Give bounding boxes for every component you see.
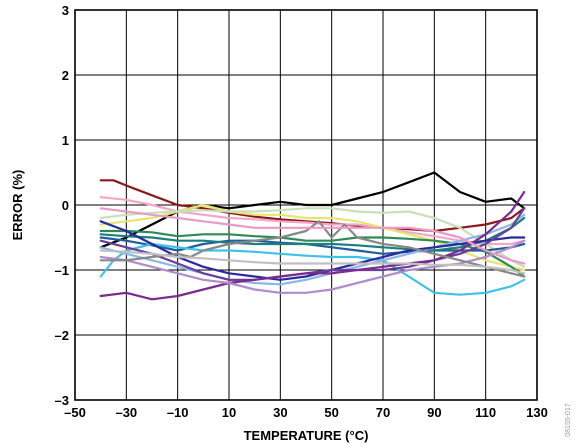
y-tick-label: –3 xyxy=(55,393,69,408)
series-line-5 xyxy=(99,207,526,268)
figure-id: 08155-017 xyxy=(565,403,572,437)
y-tick-label: –1 xyxy=(55,263,69,278)
x-axis-title: TEMPERATURE (°C) xyxy=(244,428,369,443)
series-line-13 xyxy=(99,190,526,301)
series-line-7 xyxy=(99,236,526,255)
x-tick-labels: –50 –30 –10 10 30 50 70 90 110 130 xyxy=(64,405,548,420)
y-tick-label: –2 xyxy=(55,328,69,343)
x-tick-label: –50 xyxy=(64,405,86,420)
y-tick-labels: 3 2 1 0 –1 –2 –3 xyxy=(55,3,69,408)
x-tick-label: 130 xyxy=(526,405,548,420)
y-tick-label: 1 xyxy=(62,133,69,148)
series-layer xyxy=(99,171,526,301)
x-tick-label: 110 xyxy=(475,405,496,420)
series-line-12 xyxy=(99,207,526,281)
series-line-16 xyxy=(99,207,526,265)
series-line-17 xyxy=(99,249,526,275)
y-tick-label: 2 xyxy=(62,68,69,83)
y-tick-label: 3 xyxy=(62,3,69,18)
x-tick-label: 50 xyxy=(324,405,338,420)
x-tick-label: 10 xyxy=(222,405,236,420)
x-tick-label: –30 xyxy=(115,405,137,420)
series-line-1 xyxy=(99,171,526,249)
x-tick-label: –10 xyxy=(167,405,189,420)
x-tick-label: 70 xyxy=(376,405,390,420)
series-line-3 xyxy=(99,196,526,246)
y-tick-label: 0 xyxy=(62,198,69,213)
y-axis-title: ERROR (%) xyxy=(10,170,25,241)
plot-frame xyxy=(74,9,538,401)
x-tick-label: 30 xyxy=(273,405,287,420)
series-line-15 xyxy=(99,220,526,278)
x-tick-label: 90 xyxy=(427,405,441,420)
series-line-8 xyxy=(99,216,526,252)
